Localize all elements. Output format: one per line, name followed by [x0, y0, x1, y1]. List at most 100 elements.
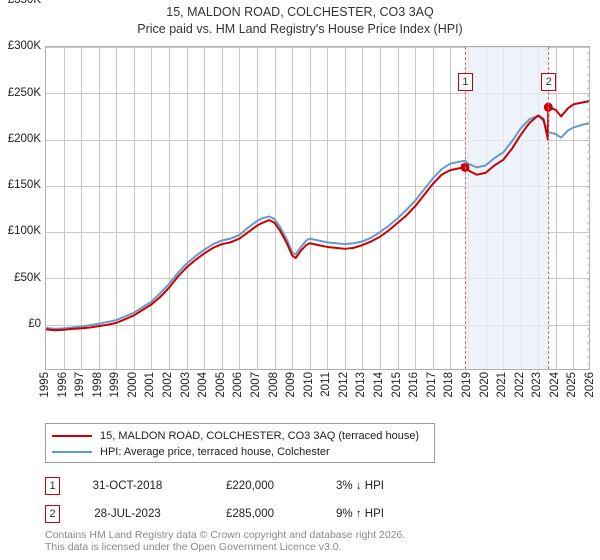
gridline-vertical	[380, 47, 382, 369]
transaction-price-1: £220,000	[226, 480, 274, 492]
attribution-footer: Contains HM Land Registry data © Crown c…	[45, 529, 585, 553]
transaction-hpi-delta-1: 3% ↓ HPI	[336, 480, 384, 492]
x-axis-tick-label: 2005	[214, 372, 227, 398]
gridline-vertical	[116, 47, 118, 369]
x-axis-tick-label: 2019	[460, 372, 473, 398]
x-axis-tick-label: 2020	[478, 372, 491, 398]
marker-dashed-line-2	[548, 47, 550, 369]
gridline-vertical	[432, 47, 434, 369]
x-axis-tick-label: 2021	[496, 372, 509, 398]
legend-swatch-property	[52, 435, 92, 437]
gridline-horizontal	[46, 47, 589, 48]
y-axis-tick-label: £0	[28, 318, 41, 330]
gridline-vertical	[256, 47, 258, 369]
gridline-vertical	[362, 47, 364, 369]
gridline-vertical	[221, 47, 223, 369]
y-axis-ticks: £0 £50K £100K £150K £200K £250K £300K £350K	[0, 0, 45, 330]
x-axis-tick-label: 2011	[320, 372, 333, 397]
transaction-marker-badge-2: 2	[45, 505, 60, 523]
x-axis-tick-label: 2026	[584, 372, 596, 398]
x-axis-tick-label: 2022	[513, 372, 526, 398]
footer-licence-line: This data is licensed under the Open Gov…	[45, 541, 342, 553]
footer-copyright-line: Contains HM Land Registry data © Crown c…	[45, 529, 406, 541]
x-axis-tick-label: 1999	[109, 372, 122, 398]
legend-label-property: 15, MALDON ROAD, COLCHESTER, CO3 3AQ (te…	[100, 430, 420, 442]
x-axis-tick-label: 2009	[285, 372, 298, 398]
marker-badge-1: 1	[457, 73, 473, 91]
gridline-vertical	[327, 47, 329, 369]
gridline-vertical	[98, 47, 100, 369]
y-axis-tick-label: £350K	[7, 0, 41, 6]
gridline-vertical	[292, 47, 294, 369]
gridline-horizontal	[46, 185, 589, 187]
gridline-horizontal	[46, 139, 589, 141]
gridline-vertical	[573, 47, 575, 369]
gridline-vertical	[274, 47, 276, 369]
x-axis-tick-label: 1998	[91, 372, 104, 398]
forecast-hatched-band	[586, 47, 589, 369]
gridline-horizontal	[46, 278, 589, 280]
x-axis-tick-label: 2004	[197, 372, 210, 398]
table-row: 2 28-JUL-2023 £285,000 9% ↑ HPI	[45, 500, 505, 528]
gridline-vertical	[397, 47, 399, 369]
x-axis-tick-label: 2013	[355, 372, 368, 398]
x-axis-tick-label: 2000	[126, 372, 139, 398]
x-axis-tick-label: 2023	[531, 372, 544, 398]
gridline-horizontal	[46, 232, 589, 234]
x-axis-tick-label: 1996	[56, 372, 69, 398]
legend-label-hpi: HPI: Average price, terraced house, Colc…	[100, 446, 330, 458]
x-axis-ticks: 1995 1996 1997 1998 1999 2000 2001 2002 2003 2004…	[39, 372, 596, 417]
transactions-table: 1 31-OCT-2018 £220,000 3% ↓ HPI 2 28-JUL…	[45, 472, 505, 528]
transaction-hpi-delta-2: 9% ↑ HPI	[336, 508, 384, 520]
y-axis-tick-label: £50K	[14, 271, 41, 284]
y-axis-tick-label: £150K	[7, 179, 41, 192]
y-axis-tick-label: £200K	[7, 132, 41, 145]
x-axis-tick-label: 2015	[390, 372, 403, 398]
gridline-vertical	[63, 47, 65, 369]
x-axis-tick-label: 2010	[302, 372, 315, 398]
x-axis-tick-label: 2014	[373, 372, 386, 398]
between-sales-shaded-band	[464, 47, 549, 369]
chart-title-block: 15, MALDON ROAD, COLCHESTER, CO3 3AQ Pri…	[0, 4, 600, 38]
legend-item-hpi: HPI: Average price, terraced house, Colc…	[52, 444, 428, 460]
x-axis-tick-label: 2003	[179, 372, 192, 398]
transaction-date-2: 28-JUL-2023	[94, 508, 161, 520]
y-axis-tick-label: £300K	[7, 40, 41, 53]
x-axis-tick-label: 2001	[144, 372, 157, 398]
marker-badge-2: 2	[541, 73, 557, 91]
gridline-horizontal	[46, 93, 589, 95]
gridline-vertical	[450, 47, 452, 369]
gridline-vertical	[151, 47, 153, 369]
x-axis-tick-label: 2025	[566, 372, 579, 398]
x-axis-tick-label: 2002	[162, 372, 175, 398]
x-axis-tick-label: 2008	[267, 372, 280, 398]
series-line-property	[46, 100, 589, 332]
x-axis-tick-label: 2024	[548, 372, 561, 398]
gridline-vertical	[186, 47, 188, 369]
gridline-vertical	[309, 47, 311, 369]
gridline-vertical	[344, 47, 346, 369]
y-axis-tick-label: £250K	[7, 86, 41, 99]
x-axis-tick-label: 2006	[232, 372, 245, 398]
x-axis-tick-label: 1997	[74, 372, 87, 398]
x-axis-tick-label: 2007	[249, 372, 262, 398]
gridline-vertical	[133, 47, 135, 369]
series-line-hpi	[46, 114, 589, 330]
transaction-marker-badge-1: 1	[45, 477, 60, 495]
table-row: 1 31-OCT-2018 £220,000 3% ↓ HPI	[45, 472, 505, 500]
x-axis-tick-label: 1995	[39, 372, 51, 398]
gridline-vertical	[239, 47, 241, 369]
series-lines	[46, 100, 589, 332]
legend-item-property: 15, MALDON ROAD, COLCHESTER, CO3 3AQ (te…	[52, 428, 428, 444]
legend-swatch-hpi	[52, 451, 92, 453]
gridline-vertical	[204, 47, 206, 369]
gridline-vertical	[555, 47, 557, 369]
marker-dashed-line-1	[464, 47, 466, 369]
chart-legend: 15, MALDON ROAD, COLCHESTER, CO3 3AQ (te…	[45, 423, 435, 463]
x-axis-tick-label: 2016	[408, 372, 421, 398]
gridline-vertical	[169, 47, 171, 369]
transaction-price-2: £285,000	[226, 508, 274, 520]
x-axis-tick-label: 2012	[337, 372, 350, 398]
